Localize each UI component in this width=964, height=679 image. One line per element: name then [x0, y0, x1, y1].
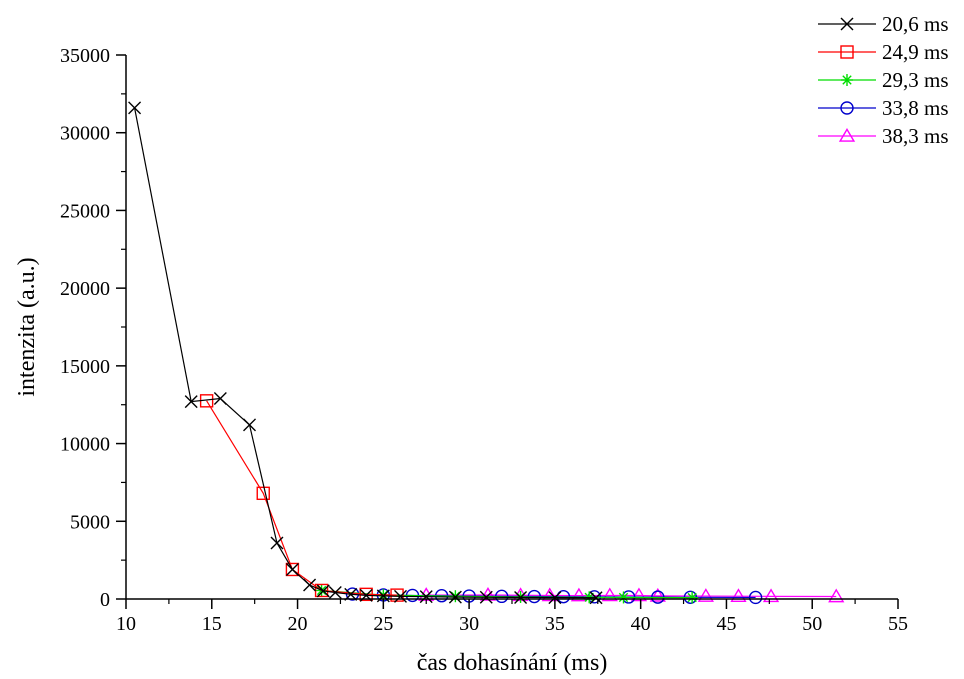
- marker-x: [285, 562, 299, 576]
- marker-x: [548, 591, 562, 605]
- x-tick-label: 45: [716, 613, 736, 635]
- y-tick-label: 5000: [70, 511, 110, 533]
- marker-x: [303, 578, 317, 592]
- legend-item: 24,9 ms: [818, 40, 949, 64]
- x-tick-label: 30: [459, 613, 479, 635]
- y-tick-label: 10000: [60, 434, 110, 456]
- x-tick-label: 35: [545, 613, 565, 635]
- legend-label: 29,3 ms: [882, 68, 949, 92]
- x-tick-label: 15: [202, 613, 222, 635]
- y-axis-title: intenzita (a.u.): [14, 257, 40, 396]
- marker-x: [393, 589, 407, 603]
- marker-x: [328, 585, 342, 599]
- marker-triangle: [649, 587, 666, 602]
- legend-item: 29,3 ms: [818, 68, 949, 92]
- marker-triangle: [541, 587, 558, 602]
- plot-area: [128, 101, 845, 605]
- marker-asterisk: [841, 74, 853, 86]
- legend-label: 33,8 ms: [882, 96, 949, 120]
- legend-label: 38,3 ms: [882, 124, 949, 148]
- marker-triangle: [570, 587, 588, 602]
- marker-asterisk: [617, 591, 630, 604]
- x-tick-label: 20: [288, 613, 308, 635]
- marker-x: [184, 395, 198, 409]
- marker-x: [316, 584, 330, 598]
- legend: 20,6 ms 24,9 ms 29,3 ms 33,8 ms 38,3 ms: [818, 12, 949, 148]
- marker-square: [390, 588, 404, 602]
- marker-asterisk: [686, 591, 699, 604]
- marker-x: [514, 590, 528, 604]
- x-tick-label: 50: [802, 613, 822, 635]
- legend-label: 20,6 ms: [882, 12, 949, 36]
- marker-x: [479, 590, 493, 604]
- series-line: [133, 107, 597, 599]
- marker-triangle: [630, 587, 648, 602]
- series-line: [206, 400, 398, 596]
- x-tick-label: 10: [116, 613, 136, 635]
- y-tick-label: 25000: [60, 200, 110, 222]
- marker-square: [285, 562, 300, 577]
- marker-square: [840, 45, 854, 59]
- legend-label: 24,9 ms: [882, 40, 949, 64]
- marker-triangle: [838, 128, 856, 142]
- marker-x: [243, 418, 257, 432]
- marker-triangle: [730, 588, 747, 603]
- marker-triangle: [601, 587, 618, 602]
- marker-x: [419, 590, 433, 604]
- legend-item: 33,8 ms: [818, 96, 949, 120]
- marker-x: [128, 101, 142, 115]
- y-tick-label: 15000: [60, 356, 110, 378]
- marker-x: [589, 591, 603, 605]
- marker-triangle: [479, 586, 497, 601]
- x-tick-label: 25: [373, 613, 393, 635]
- legend-item: 38,3 ms: [818, 124, 949, 148]
- marker-x: [840, 17, 854, 31]
- series-x: [128, 101, 603, 605]
- marker-triangle: [828, 588, 845, 603]
- y-tick-label: 35000: [60, 45, 110, 67]
- marker-square: [359, 587, 373, 602]
- marker-triangle: [762, 588, 780, 603]
- marker-triangle: [697, 588, 714, 602]
- marker-circle: [840, 101, 854, 115]
- x-axis-title: čas dohasínání (ms): [417, 650, 608, 676]
- marker-x: [448, 590, 462, 604]
- series-triangle: [418, 586, 845, 603]
- marker-x: [270, 536, 284, 550]
- legend-item: 20,6 ms: [818, 12, 949, 36]
- marker-x: [213, 392, 227, 405]
- marker-circle: [748, 590, 763, 605]
- series-square: [199, 394, 404, 602]
- x-tick-label: 55: [888, 613, 908, 635]
- series-line: [426, 594, 837, 598]
- y-tick-label: 30000: [60, 123, 110, 145]
- marker-x: [376, 589, 390, 603]
- axes: 10 15 20 25 30 35 40 45 50 55 0 5000 10000 15000 20000…: [60, 45, 908, 635]
- y-tick-label: 20000: [60, 278, 110, 300]
- marker-square: [256, 486, 270, 501]
- x-tick-label: 40: [631, 613, 651, 635]
- y-tick-label: 0: [100, 589, 110, 611]
